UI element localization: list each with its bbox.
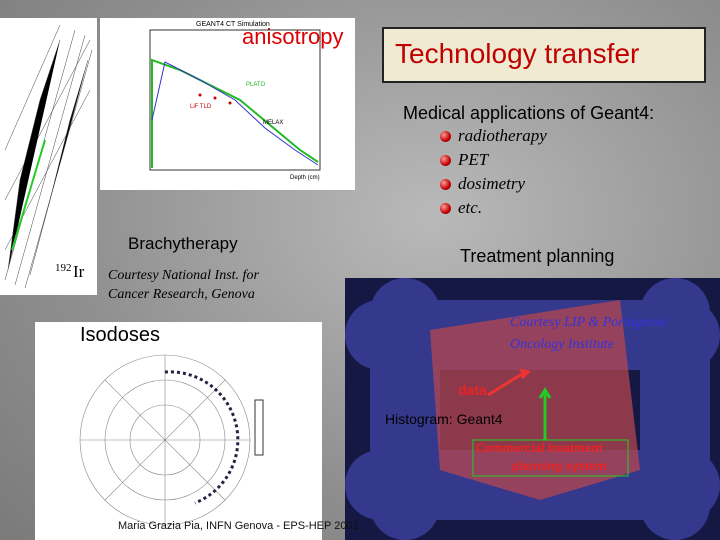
data-label: data: [458, 382, 487, 398]
brachy-courtesy: Cancer Research, Genova: [108, 287, 255, 302]
slide-title: Technology transfer: [395, 38, 640, 69]
treatment-label: Treatment planning: [460, 246, 615, 266]
polar-grid: [79, 354, 251, 526]
curve-label: PLATO: [246, 82, 266, 88]
geant4-curve: [151, 61, 319, 166]
x-label: Depth (cm): [290, 175, 320, 181]
curve-label: LiF TLD: [190, 104, 212, 110]
target-volume: [430, 300, 640, 500]
isotope: Ir: [73, 262, 85, 281]
bullet-text: radiotherapy: [458, 126, 547, 145]
isodose: [164, 370, 240, 505]
bullet-icon: [440, 155, 451, 166]
commercial-label: planning system: [512, 459, 607, 473]
isodose-image: [35, 322, 322, 540]
curve-label: MELAX: [263, 120, 284, 126]
bullet-text: dosimetry: [458, 174, 526, 193]
bullet-text: etc.: [458, 198, 483, 217]
bullet-icon: [440, 179, 451, 190]
bullet-icon: [440, 131, 451, 142]
isodoses-label: Isodoses: [80, 324, 161, 346]
treatment-courtesy: Courtesy LIP & Portuguese: [510, 315, 667, 330]
commercial-box: [472, 439, 629, 477]
histogram-label: Histogram: Geant4: [385, 411, 503, 427]
wireframe-image: [0, 18, 97, 295]
bullet-icon: [440, 203, 451, 214]
commercial-label: Commercial treatment: [476, 441, 603, 455]
source-holder: [254, 399, 264, 456]
brachy-label: Brachytherapy: [128, 234, 238, 253]
tld-points: [198, 93, 232, 105]
title-box: [382, 27, 706, 83]
anisotropy-label: anisotropy: [242, 24, 344, 49]
data-arrow: [487, 368, 531, 397]
brachy-courtesy: Courtesy National Inst. for: [108, 268, 259, 283]
bullet-text: PET: [458, 150, 489, 169]
plato-curve: [151, 58, 319, 168]
commercial-arrow: [538, 387, 552, 440]
footer: Maria Grazia Pia, INFN Genova - EPS-HEP …: [118, 520, 359, 532]
intro: Medical applications of Geant4:: [403, 103, 655, 123]
track: [11, 139, 46, 251]
plot-frame: [149, 29, 321, 171]
isotope-mass: 192: [55, 262, 72, 274]
plot-title: GEANT4 CT Simulation: [196, 21, 270, 28]
treatment-courtesy: Oncology Institute: [510, 337, 614, 352]
